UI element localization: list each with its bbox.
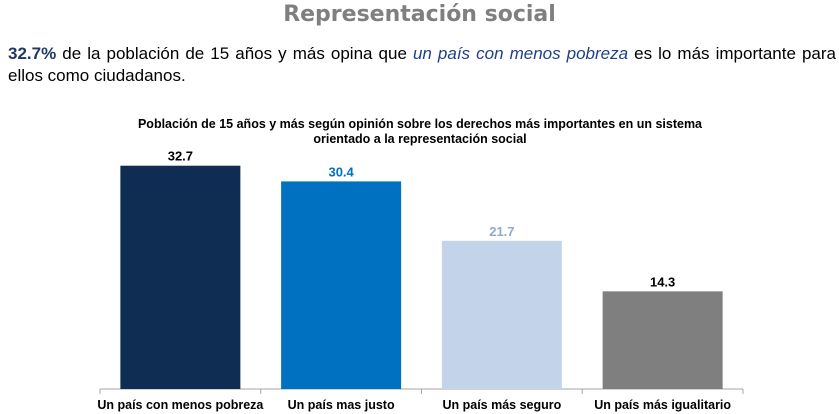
bar-value-label: 14.3	[650, 274, 675, 289]
category-label: Un país más seguro	[442, 398, 561, 412]
category-label: Un país más igualitario	[594, 398, 731, 412]
category-label: Un país con menos pobreza	[97, 398, 264, 412]
summary-text-after: es lo más importante para ellos como ciu…	[8, 44, 836, 85]
bar	[281, 181, 402, 389]
bar-value-label: 32.7	[168, 149, 193, 164]
category-label: Un país mas justo	[288, 398, 395, 412]
bar-value-label: 21.7	[489, 224, 514, 239]
summary-text-before: de la población de 15 años y más opina q…	[56, 44, 413, 63]
bar	[441, 240, 562, 389]
summary-percent: 32.7%	[8, 44, 57, 63]
summary-text: 32.7% de la población de 15 años y más o…	[8, 43, 836, 87]
summary-phrase: un país con menos pobreza	[412, 44, 629, 63]
bar-value-label: 30.4	[328, 164, 354, 179]
bar	[602, 291, 723, 389]
chart-title: Población de 15 años y más según opinión…	[137, 117, 703, 146]
bar	[120, 165, 241, 389]
section-title: Representación social	[283, 2, 556, 27]
